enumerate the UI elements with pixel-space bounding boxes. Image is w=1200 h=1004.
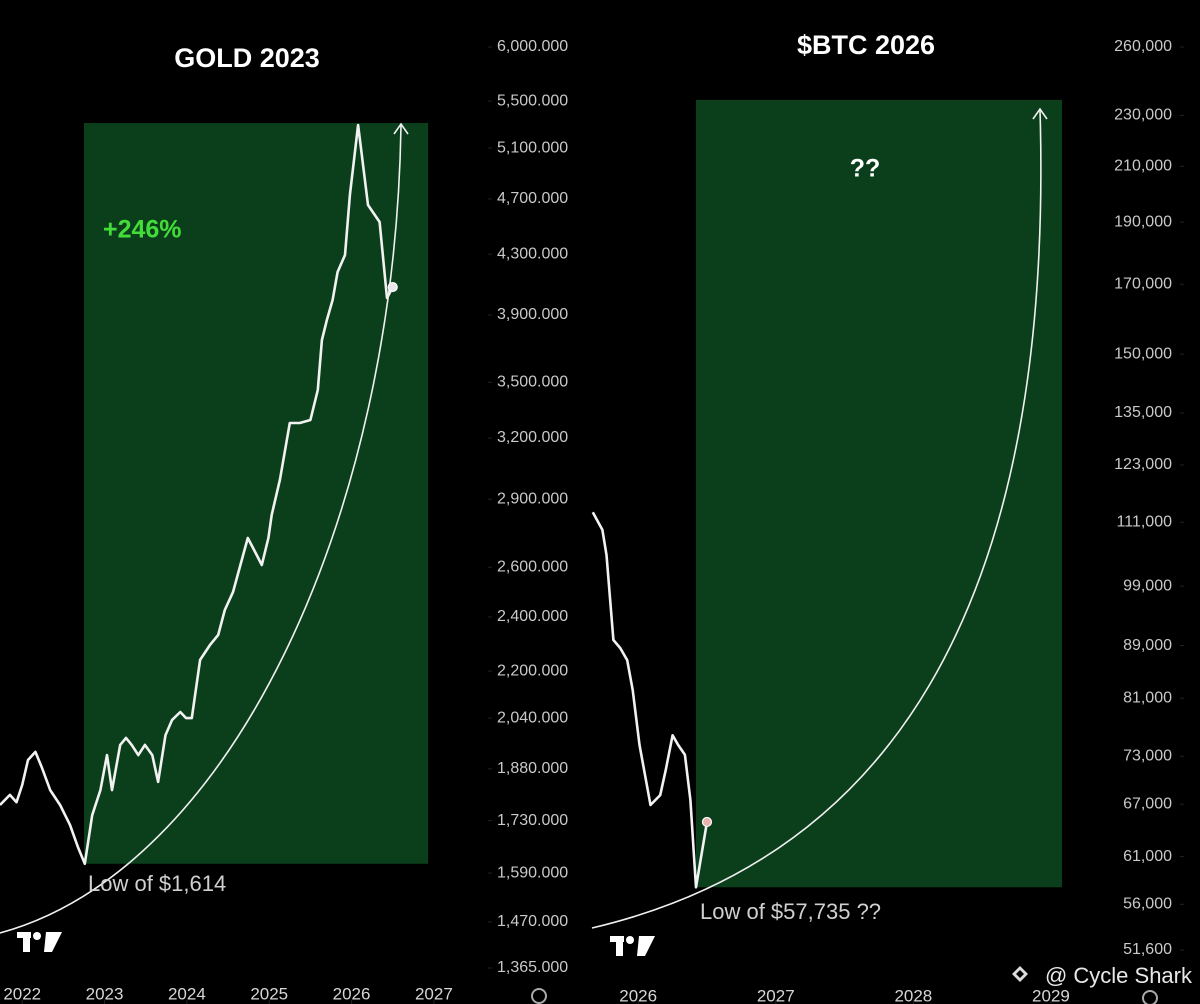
y-tick-label: 190,000 [1114,213,1172,230]
watermark: @ Cycle Shark [1045,963,1193,988]
annotation: Low of $57,735 ?? [700,899,881,924]
settings-icon[interactable] [1142,990,1158,1004]
annotation: +246% [103,216,182,244]
y-tick-label: 170,000 [1114,275,1172,292]
chart-title: $BTC 2026 [797,30,935,60]
y-tick-label: 3,500.000 [497,373,568,390]
y-tick-label: 2,600.000 [497,558,568,575]
shaded-region [83,122,429,864]
y-tick-label: 4,300.000 [497,245,568,262]
y-tick-label: 111,000 [1117,513,1173,530]
y-tick-label: 4,700.000 [497,190,568,207]
y-tick-label: 61,000 [1123,848,1172,865]
x-tick-label: 2029 [1032,986,1070,1004]
tradingview-logo [17,932,62,952]
watermark-icon [1012,966,1028,982]
y-tick-label: 5,100.000 [497,139,568,156]
y-tick-label: 1,365.000 [497,959,568,976]
arrow-head [393,122,409,135]
arrow-head [1032,107,1048,120]
last-point [701,816,713,828]
settings-icon[interactable] [531,988,547,1004]
tradingview-logo [610,936,655,956]
price-line [591,511,709,889]
y-tick-label: 51,600 [1123,941,1172,958]
x-tick-label: 2027 [757,986,795,1004]
x-tick-label: 2025 [250,984,288,1003]
y-tick-label: 150,000 [1114,345,1172,362]
x-tick-label: 2023 [86,984,124,1003]
y-tick-label: 2,900.000 [497,490,568,507]
x-tick-label: 2024 [168,984,206,1003]
y-tick-label: 99,000 [1123,577,1172,594]
y-tick-label: 5,500.000 [497,92,568,109]
y-tick-label: 73,000 [1123,747,1172,764]
price-line [0,123,394,866]
annotation: ?? [850,155,881,183]
x-tick-label: 2028 [894,986,932,1004]
y-tick-label: 1,470.000 [497,913,568,930]
x-tick-label: 2026 [333,984,371,1003]
x-tick-label: 2027 [415,984,453,1003]
regions [83,99,1062,888]
annotation: Low of $1,614 [88,871,226,896]
shaded-region [695,99,1062,888]
y-tick-label: 1,730.000 [497,812,568,829]
y-tick-label: 210,000 [1114,157,1172,174]
y-tick-label: 89,000 [1123,637,1172,654]
y-tick-label: 56,000 [1123,896,1172,913]
trend-arrow [591,109,1042,929]
y-tick-label: 1,590.000 [497,864,568,881]
y-tick-label: 81,000 [1123,689,1172,706]
y-tick-label: 3,200.000 [497,429,568,446]
y-tick-label: 123,000 [1114,456,1172,473]
y-tick-label: 2,200.000 [497,662,568,679]
y-tick-label: 2,040.000 [497,709,568,726]
chart-title: GOLD 2023 [174,43,320,73]
y-tick-label: 67,000 [1123,795,1172,812]
y-tick-label: 260,000 [1114,38,1172,55]
y-tick-label: 230,000 [1114,107,1172,124]
x-tick-label: 2022 [3,984,41,1003]
y-tick-label: 2,400.000 [497,608,568,625]
y-tick-label: 135,000 [1114,404,1172,421]
y-tick-label: 6,000.000 [497,38,568,55]
y-tick-label: 3,900.000 [497,306,568,323]
y-tick-label: 1,880.000 [497,760,568,777]
x-tick-label: 2026 [619,986,657,1004]
last-point [387,281,398,293]
